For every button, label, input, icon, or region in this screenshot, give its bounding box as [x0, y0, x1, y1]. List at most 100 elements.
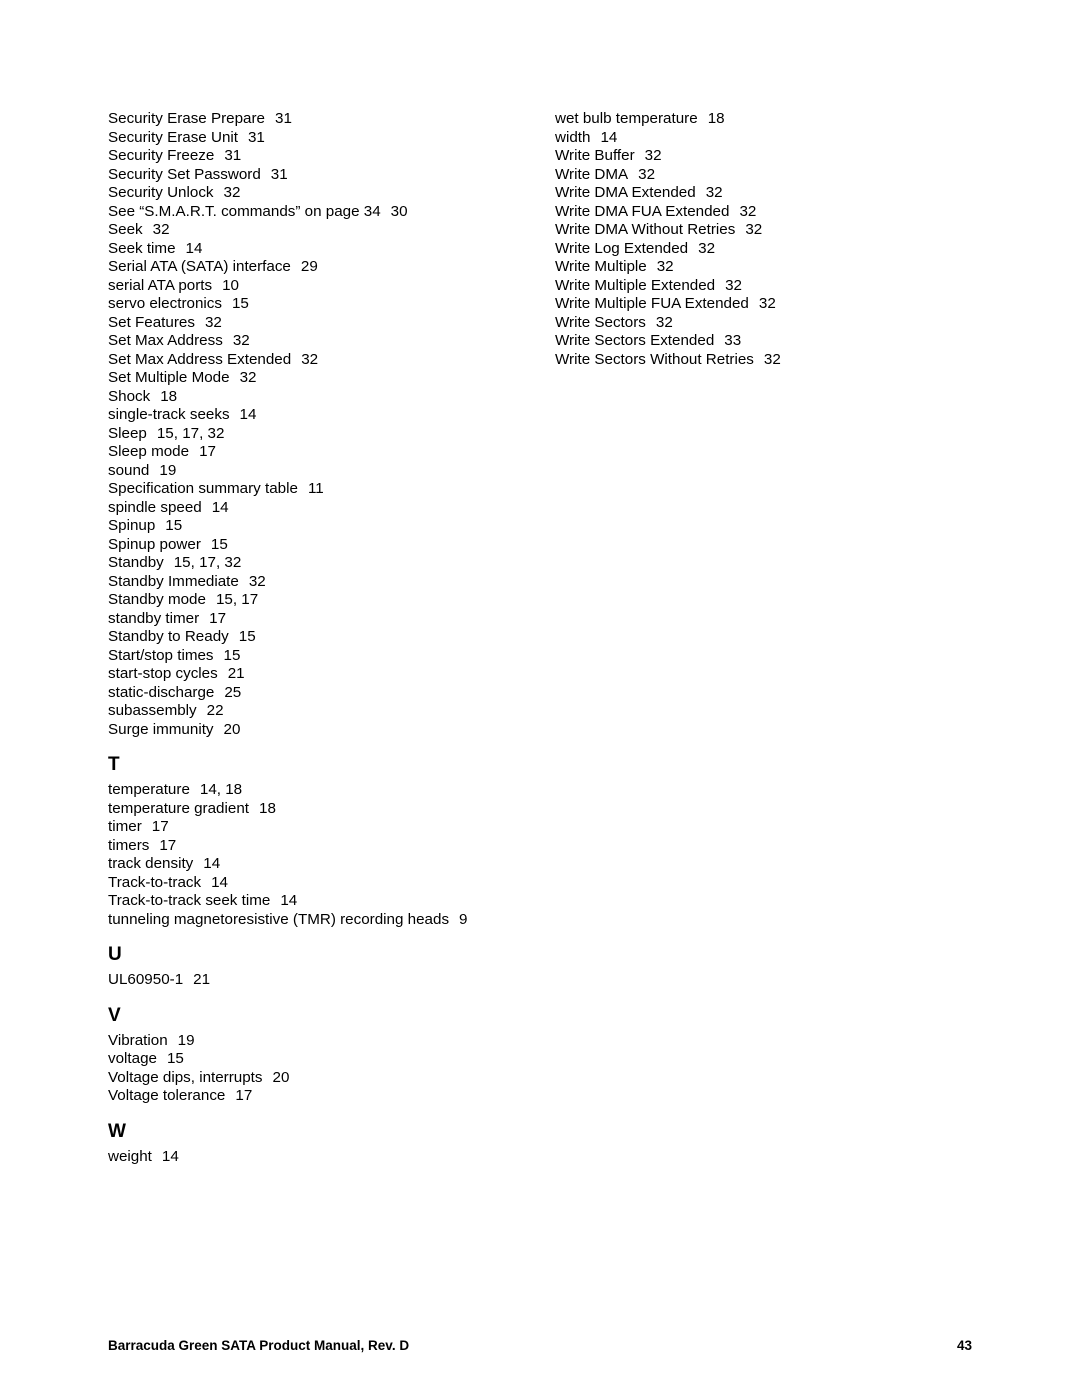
column-right: wet bulb temperature18width14Write Buffe…: [555, 110, 972, 1166]
section-s-entries: Security Erase Prepare31Security Erase U…: [108, 110, 525, 739]
index-entry: timer17: [108, 818, 525, 837]
index-term: start-stop cycles: [108, 665, 218, 682]
index-page-ref: 31: [271, 166, 288, 183]
section-u-entries: UL60950-121: [108, 971, 525, 990]
index-entry: Write Sectors Without Retries32: [555, 351, 972, 370]
index-term: Spinup: [108, 517, 155, 534]
index-term: Vibration: [108, 1032, 168, 1049]
index-entry: Track-to-track seek time14: [108, 892, 525, 911]
index-term: Voltage tolerance: [108, 1087, 225, 1104]
index-page-ref: 9: [459, 911, 467, 928]
index-entry: Write Buffer32: [555, 147, 972, 166]
index-term: Write Multiple Extended: [555, 277, 715, 294]
index-entry: temperature gradient18: [108, 800, 525, 819]
index-entry: Security Set Password 31: [108, 166, 525, 185]
index-entry: Security Unlock32: [108, 184, 525, 203]
index-page-ref: 10: [222, 277, 239, 294]
index-page-ref: 15, 17, 32: [157, 425, 225, 442]
index-term: Standby: [108, 554, 164, 571]
index-entry: Set Max Address Extended32: [108, 351, 525, 370]
section-head-w: W: [108, 1120, 525, 1144]
index-entry: tunneling magnetoresistive (TMR) recordi…: [108, 911, 525, 930]
index-page-ref: 32: [745, 221, 762, 238]
section-head-u: U: [108, 943, 525, 967]
index-term: weight: [108, 1148, 152, 1165]
index-term: Write Sectors Without Retries: [555, 351, 754, 368]
index-page-ref: 31: [275, 110, 292, 127]
index-page-ref: 15, 17, 32: [174, 554, 242, 571]
index-page-ref: 14, 18: [200, 781, 242, 798]
index-entry: serial ATA ports10: [108, 277, 525, 296]
index-page-ref: 32: [706, 184, 723, 201]
index-term: Sleep: [108, 425, 147, 442]
page: Security Erase Prepare31Security Erase U…: [0, 0, 1080, 1397]
index-entry: Set Multiple Mode32: [108, 369, 525, 388]
index-page-ref: 31: [248, 129, 265, 146]
section-w-continued-entries: wet bulb temperature18width14Write Buffe…: [555, 110, 972, 369]
column-left: Security Erase Prepare31Security Erase U…: [108, 110, 525, 1166]
index-term: temperature: [108, 781, 190, 798]
index-term: Voltage dips, interrupts: [108, 1069, 263, 1086]
index-page-ref: 32: [205, 314, 222, 331]
index-entry: Shock18: [108, 388, 525, 407]
index-entry: Voltage tolerance 17: [108, 1087, 525, 1106]
index-entry: start-stop cycles21: [108, 665, 525, 684]
index-term: static-discharge: [108, 684, 214, 701]
index-entry: Security Freeze31: [108, 147, 525, 166]
index-page-ref: 21: [193, 971, 210, 988]
index-entry: Start/stop times15: [108, 647, 525, 666]
index-term: Sleep mode: [108, 443, 189, 460]
index-entry: Security Erase Unit 31: [108, 129, 525, 148]
index-term: spindle speed: [108, 499, 202, 516]
index-term: Surge immunity: [108, 721, 214, 738]
index-entry: width14: [555, 129, 972, 148]
index-term: Standby to Ready: [108, 628, 229, 645]
index-page-ref: 32: [739, 203, 756, 220]
index-term: Write Sectors: [555, 314, 646, 331]
index-page-ref: 17: [235, 1087, 252, 1104]
index-entry: Sleep 15, 17, 32: [108, 425, 525, 444]
section-v-entries: Vibration19voltage15Voltage dips, interr…: [108, 1032, 525, 1106]
index-page-ref: 17: [209, 610, 226, 627]
index-page-ref: 11: [308, 480, 324, 497]
index-page-ref: 32: [638, 166, 655, 183]
index-term: standby timer: [108, 610, 199, 627]
index-entry: Standby mode15, 17: [108, 591, 525, 610]
index-entry: Set Features32: [108, 314, 525, 333]
index-term: Write Sectors Extended: [555, 332, 714, 349]
index-entry: Write Multiple FUA Extended32: [555, 295, 972, 314]
index-page-ref: 14: [162, 1148, 179, 1165]
index-term: Security Erase Unit: [108, 129, 238, 146]
index-page-ref: 32: [725, 277, 742, 294]
index-columns: Security Erase Prepare31Security Erase U…: [108, 110, 972, 1166]
index-page-ref: 32: [224, 184, 241, 201]
index-page-ref: 15: [232, 295, 249, 312]
index-entry: Voltage dips, interrupts 20: [108, 1069, 525, 1088]
index-term: Standby Immediate: [108, 573, 239, 590]
index-term: Start/stop times: [108, 647, 214, 664]
index-term: Security Set Password: [108, 166, 261, 183]
index-page-ref: 31: [224, 147, 241, 164]
index-page-ref: 32: [759, 295, 776, 312]
index-page-ref: 15: [211, 536, 228, 553]
index-page-ref: 20: [273, 1069, 290, 1086]
index-term: Write DMA Without Retries: [555, 221, 735, 238]
index-entry: Write DMA32: [555, 166, 972, 185]
index-page-ref: 15: [239, 628, 256, 645]
index-page-ref: 15: [167, 1050, 184, 1067]
index-page-ref: 14: [280, 892, 297, 909]
index-entry: single-track seeks14: [108, 406, 525, 425]
index-term: Seek: [108, 221, 143, 238]
footer-page-number: 43: [957, 1338, 972, 1353]
footer-title: Barracuda Green SATA Product Manual, Rev…: [108, 1338, 409, 1353]
index-entry: wet bulb temperature18: [555, 110, 972, 129]
index-term: temperature gradient: [108, 800, 249, 817]
index-term: tunneling magnetoresistive (TMR) recordi…: [108, 911, 449, 928]
index-term: Write Buffer: [555, 147, 635, 164]
index-page-ref: 15: [165, 517, 182, 534]
index-entry: voltage15: [108, 1050, 525, 1069]
index-term: Track-to-track: [108, 874, 201, 891]
index-page-ref: 30: [391, 203, 408, 220]
index-entry: Serial ATA (SATA) interface29: [108, 258, 525, 277]
index-entry: Security Erase Prepare31: [108, 110, 525, 129]
